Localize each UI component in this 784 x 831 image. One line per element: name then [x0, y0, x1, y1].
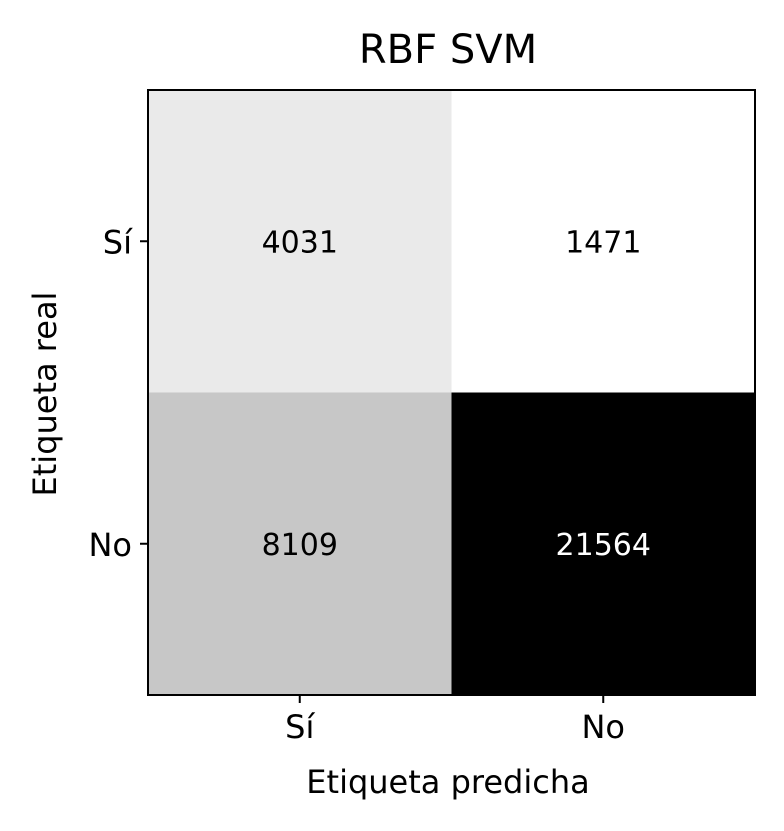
heatmap-cell-0-0 [148, 90, 452, 393]
chart-title: RBF SVM [359, 27, 537, 73]
cell-value-label-0-1: 1471 [565, 225, 641, 260]
cell-value-label-1-0: 8109 [262, 528, 338, 563]
x-tick-label-0: Sí [285, 708, 315, 746]
x-axis-label: Etiqueta predicha [306, 763, 589, 801]
heatmap-cell-1-0 [148, 392, 452, 696]
cell-value-label-1-1: 21564 [556, 528, 651, 563]
heatmap-cells [148, 90, 756, 696]
heatmap-cell-1-1 [451, 392, 756, 696]
y-axis-label: Etiqueta real [26, 292, 64, 497]
x-tick-label-1: No [581, 708, 625, 746]
plot-frame [147, 89, 756, 696]
heatmap-cell-labels: 4031 1471 8109 21564 [262, 225, 651, 563]
y-axis-ticks: Sí No [88, 223, 148, 564]
y-tick-label-1: No [88, 526, 132, 564]
y-tick-label-0: Sí [103, 223, 133, 261]
x-axis-ticks: Sí No [285, 695, 625, 746]
heatmap-cell-0-1 [451, 90, 756, 393]
cell-value-label-0-0: 4031 [262, 225, 338, 260]
